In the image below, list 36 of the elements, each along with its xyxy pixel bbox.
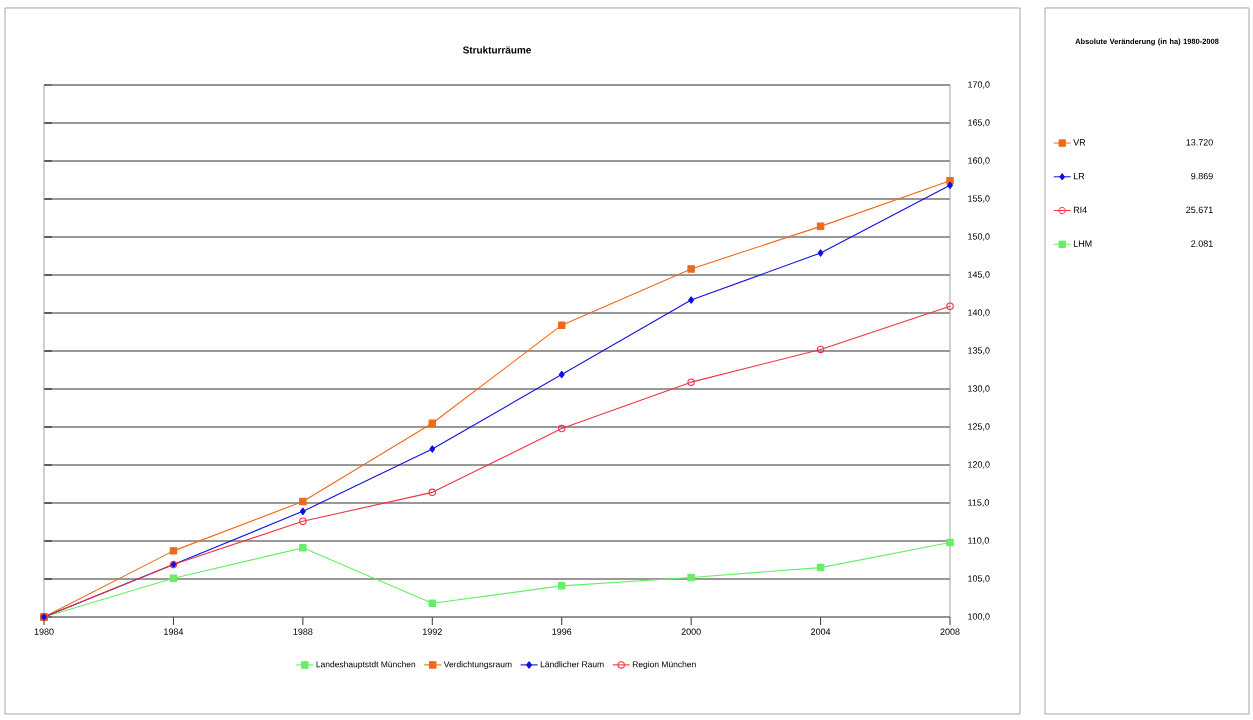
y-tick-label: 110,0 xyxy=(968,537,989,545)
x-tick-label: 1996 xyxy=(552,628,572,635)
y-tick-label: 145,0 xyxy=(968,271,990,279)
y-tick-label: 130,0 xyxy=(968,385,990,393)
y-tick-label: 105,0 xyxy=(968,575,990,583)
y-tick-label: 160,0 xyxy=(968,157,990,165)
text: 2.081 xyxy=(1191,240,1213,247)
legend-label: VR xyxy=(1073,139,1086,146)
x-tick-label: 1980 xyxy=(34,628,54,635)
y-tick-label: 135,0 xyxy=(968,347,990,355)
x-tick-label: 1992 xyxy=(423,628,442,635)
text: 13.720 xyxy=(1186,139,1213,146)
y-tick-label: 165,0 xyxy=(968,119,990,127)
legend-label: RI4 xyxy=(1073,206,1087,213)
chart-title: Strukturräume xyxy=(462,46,531,54)
y-tick-label: 155,0 xyxy=(968,195,990,203)
legend-label: Region München xyxy=(632,661,696,669)
y-tick-label: 115,0 xyxy=(968,499,989,507)
y-tick-label: 125,0 xyxy=(968,423,990,431)
legend-label: Landeshauptstdt München xyxy=(316,661,416,669)
legend-label: LR xyxy=(1073,173,1085,180)
x-tick-label: 1984 xyxy=(164,628,184,635)
x-tick-label: 2008 xyxy=(940,628,960,635)
y-tick-label: 100,0 xyxy=(968,613,990,621)
text: 9.869 xyxy=(1191,172,1213,180)
y-tick-label: 120,0 xyxy=(968,461,990,469)
legend-label: LHM xyxy=(1073,240,1092,247)
x-tick-label: 2000 xyxy=(681,628,701,635)
x-tick-label: 1988 xyxy=(293,628,313,635)
y-tick-label: 170,0 xyxy=(968,81,990,89)
y-tick-label: 150,0 xyxy=(968,233,990,241)
legend-label: Ländlicher Raum xyxy=(540,661,604,668)
y-tick-label: 140,0 xyxy=(968,309,990,317)
text: 25.671 xyxy=(1186,206,1213,214)
x-tick-label: 2004 xyxy=(811,628,831,635)
legend-label: Verdichtungsraum xyxy=(443,661,512,669)
